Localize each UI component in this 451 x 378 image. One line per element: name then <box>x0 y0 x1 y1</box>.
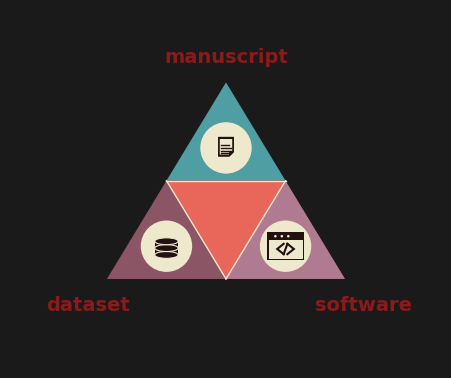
Polygon shape <box>166 181 285 279</box>
FancyBboxPatch shape <box>154 241 178 248</box>
Circle shape <box>140 220 192 272</box>
Polygon shape <box>229 152 234 157</box>
Circle shape <box>200 122 251 174</box>
Ellipse shape <box>154 238 178 245</box>
Ellipse shape <box>154 251 178 258</box>
Polygon shape <box>219 139 232 155</box>
Circle shape <box>259 220 311 272</box>
Circle shape <box>280 235 282 237</box>
FancyBboxPatch shape <box>268 240 302 259</box>
Ellipse shape <box>154 245 178 251</box>
Text: software: software <box>315 296 412 315</box>
Text: dataset: dataset <box>46 296 129 315</box>
Circle shape <box>286 235 289 237</box>
Circle shape <box>273 235 276 237</box>
Text: manuscript: manuscript <box>164 48 287 67</box>
Polygon shape <box>166 82 285 181</box>
Polygon shape <box>226 181 344 279</box>
FancyBboxPatch shape <box>154 248 178 255</box>
Polygon shape <box>107 181 226 279</box>
Polygon shape <box>217 137 234 157</box>
FancyBboxPatch shape <box>267 232 304 260</box>
